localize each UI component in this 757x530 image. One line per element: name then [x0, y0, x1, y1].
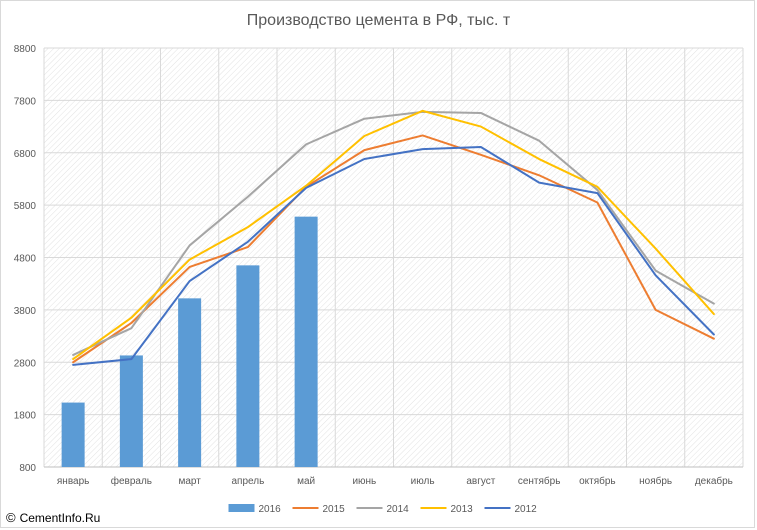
- copyright-symbol: ©: [6, 510, 16, 525]
- chart-title: Производство цемента в РФ, тыс. т: [246, 12, 511, 29]
- x-tick-label: июнь: [352, 476, 376, 487]
- bar-2016: [61, 402, 85, 467]
- x-tick-label: апрель: [231, 476, 264, 487]
- x-tick-label: декабрь: [695, 475, 733, 487]
- x-tick-label: январь: [57, 476, 89, 487]
- x-tick-label: март: [178, 476, 201, 487]
- legend-label-2013: 2013: [451, 504, 474, 515]
- x-tick-label: октябрь: [579, 475, 616, 487]
- series-line-2014: [72, 110, 715, 356]
- x-tick-label: май: [297, 476, 315, 487]
- series-line-2012: [72, 145, 715, 366]
- y-tick-label: 800: [19, 463, 36, 474]
- bar-2016: [178, 298, 202, 467]
- site-watermark: © CementInfo.Ru: [6, 510, 100, 525]
- legend-label-2016: 2016: [259, 504, 282, 515]
- legend-label-2014: 2014: [387, 504, 410, 515]
- x-tick-label: август: [466, 476, 495, 487]
- bar-2016: [119, 355, 143, 467]
- series-line-2013: [72, 109, 715, 361]
- y-tick-label: 7800: [14, 96, 37, 107]
- bar-2016: [236, 265, 260, 467]
- y-tick-label: 3800: [14, 306, 37, 317]
- x-tick-label: ноябрь: [639, 475, 672, 487]
- x-tick-label: февраль: [111, 475, 152, 487]
- y-tick-label: 6800: [14, 149, 37, 160]
- y-tick-label: 2800: [14, 358, 37, 369]
- x-tick-label: сентябрь: [518, 475, 561, 487]
- legend-label-2012: 2012: [515, 504, 538, 515]
- y-tick-label: 8800: [14, 44, 37, 55]
- y-tick-label: 4800: [14, 254, 37, 265]
- series-line-2015: [72, 134, 715, 364]
- legend-label-2015: 2015: [323, 504, 346, 515]
- legend-swatch-2016: [228, 504, 255, 512]
- site-name: CementInfo.Ru: [19, 510, 101, 525]
- x-tick-label: июль: [411, 476, 435, 487]
- y-tick-label: 5800: [14, 201, 37, 212]
- bar-2016: [294, 216, 318, 467]
- y-tick-label: 1800: [14, 411, 37, 422]
